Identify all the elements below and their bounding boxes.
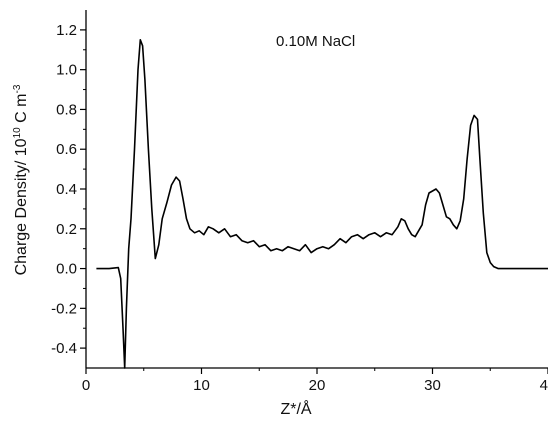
y-axis-title-unit: C m [13, 94, 30, 128]
y-tick-label: 0.4 [56, 181, 77, 198]
y-tick-label: -0.4 [51, 340, 77, 357]
y-tick-label: 0.2 [56, 221, 77, 238]
x-tick-label: 40 [540, 377, 548, 394]
y-tick-label: 1.0 [56, 62, 77, 79]
x-ticks: 0 10 20 30 40 [82, 368, 548, 394]
x-axis-title: Z*/Å [280, 399, 311, 418]
y-axis-title-main: Charge Density/ 10 [13, 138, 30, 275]
plot-area: 0 10 20 30 40 -0.4 -0.2 0.0 0.2 0.4 0.6 0.8 1.0 1.2 [51, 10, 548, 394]
y-ticks: -0.4 -0.2 0.0 0.2 0.4 0.6 0.8 1.0 1.2 [51, 22, 86, 357]
x-tick-label: 0 [82, 377, 90, 394]
series-line [96, 39, 548, 369]
x-tick-label: 20 [309, 377, 326, 394]
y-axis-title: Charge Density/ 1010 C m-3 [12, 84, 30, 275]
y-axis-title-exponent: 10 [12, 127, 23, 139]
x-tick-label: 10 [193, 377, 210, 394]
y-tick-label: 0.0 [56, 261, 77, 278]
y-tick-label: 1.2 [56, 22, 77, 39]
y-tick-label: 0.8 [56, 101, 77, 118]
y-axis-title-unit-exponent: -3 [12, 84, 23, 93]
x-tick-label: 30 [424, 377, 441, 394]
annotation-label: 0.10M NaCl [276, 33, 355, 50]
y-tick-label: 0.6 [56, 141, 77, 158]
y-tick-label: -0.2 [51, 300, 77, 317]
